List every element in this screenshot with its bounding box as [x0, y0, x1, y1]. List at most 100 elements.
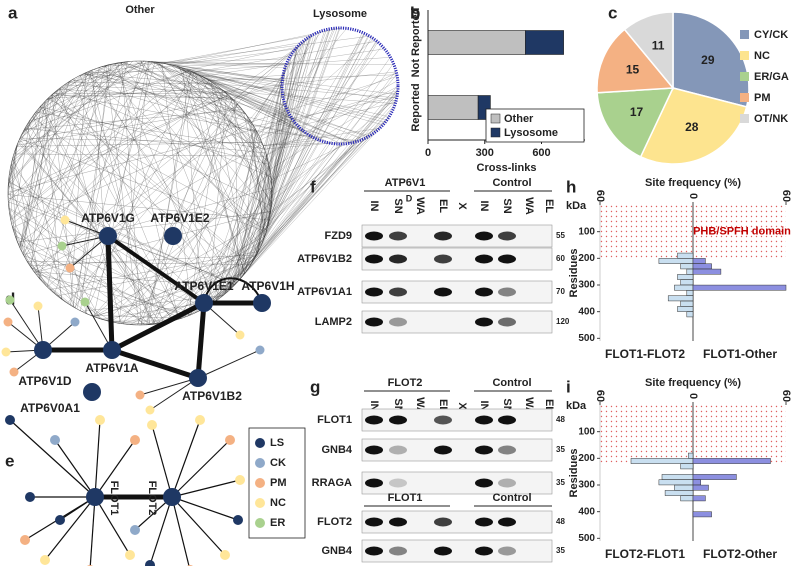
network-edge [162, 62, 286, 106]
bar [677, 252, 694, 259]
network-edge [267, 47, 297, 226]
blot-row-label: GNB4 [321, 545, 352, 557]
legend-swatch [740, 72, 749, 81]
network-edge [148, 71, 191, 325]
network-edge [264, 129, 303, 151]
network-edge [224, 71, 397, 92]
network-edge [20, 135, 210, 306]
network-edge [8, 61, 128, 181]
network-edge [101, 62, 158, 67]
network-edge [171, 419, 201, 498]
network-edge [213, 35, 312, 303]
blot-strip [361, 224, 553, 248]
lane-label: SN [501, 198, 513, 213]
network-edge [19, 71, 89, 247]
bar [677, 306, 694, 312]
network-edge [7, 94, 229, 195]
bar [674, 284, 694, 291]
network-edge [271, 33, 365, 182]
network-satellite [255, 345, 265, 355]
network-edge [54, 61, 147, 294]
chart-title: Site frequency (%) [645, 177, 741, 189]
network-edge [156, 61, 269, 162]
blot-band [365, 317, 383, 327]
network-node [189, 369, 207, 387]
legend-swatch [490, 113, 501, 124]
blot-group: Control [492, 377, 531, 389]
network-edge [258, 28, 347, 135]
network-edge [253, 125, 317, 140]
network-edge [82, 74, 231, 97]
network-satellite [5, 295, 15, 305]
network-edge [200, 75, 283, 88]
network-edge [96, 317, 121, 324]
pie-slice [623, 11, 674, 91]
pie-slice [596, 87, 675, 158]
network-edge [13, 153, 267, 157]
network-edge [140, 60, 232, 289]
blot-kda: 120 [556, 317, 570, 326]
x-tick-label: 60 [594, 390, 606, 402]
blot-group: Control [492, 177, 531, 189]
blot-row-label: LAMP2 [315, 316, 352, 328]
network-edge [271, 143, 344, 196]
network-edge [22, 74, 199, 254]
network-edge [117, 157, 268, 324]
network-edge [101, 61, 127, 67]
blot-band [434, 546, 452, 556]
network-edge [271, 42, 302, 192]
legend-label: Other [504, 113, 534, 125]
network-edge [188, 90, 224, 316]
network-edge [13, 156, 41, 280]
panel-letter: h [566, 177, 576, 196]
network-edge [265, 48, 296, 232]
legend-swatch [255, 518, 265, 528]
network-satellite [220, 550, 230, 560]
network-satellite [135, 390, 145, 400]
network-edge [8, 208, 160, 324]
bar [692, 495, 706, 502]
x-tick-label: 600 [532, 147, 550, 159]
network-edge [12, 227, 32, 269]
lane-label: X [456, 202, 468, 210]
network-satellite [225, 435, 235, 445]
blot-band [434, 287, 452, 297]
network-edge [266, 86, 399, 156]
network-edge [250, 121, 253, 124]
network-edge [83, 73, 215, 85]
network-edge [94, 439, 136, 498]
blot-band [475, 517, 493, 527]
network-edge [84, 73, 252, 123]
network-edge [59, 297, 67, 303]
unit-label: kDa [566, 400, 587, 412]
network-edge [54, 439, 96, 498]
network-edge [85, 313, 108, 322]
network-edge [93, 173, 271, 317]
network-satellite [233, 515, 243, 525]
network-edge [154, 227, 268, 325]
network-edge [75, 64, 112, 309]
x-tick-label: 0 [687, 193, 699, 199]
network-edge [161, 62, 193, 315]
network-node [103, 341, 121, 359]
y-tick-label: 500 [578, 333, 595, 344]
y-tick-label: 400 [578, 506, 595, 517]
network-edge [110, 300, 206, 353]
blot-row-label: GNB4 [321, 444, 352, 456]
network-edge [271, 46, 298, 186]
network-edge [40, 106, 269, 165]
network-edge [21, 89, 58, 252]
blot-band [389, 445, 407, 455]
blot-band [365, 231, 383, 241]
network-edge [109, 235, 265, 322]
network-node [34, 341, 52, 359]
network-edge [245, 113, 265, 149]
network-edge [235, 106, 286, 285]
legend-swatch [255, 438, 265, 448]
network-edge [39, 67, 100, 279]
network-edge [187, 69, 283, 86]
lane-label: WA [414, 197, 426, 215]
network-edge [172, 48, 296, 66]
blot-band [389, 254, 407, 264]
bar [427, 95, 479, 120]
